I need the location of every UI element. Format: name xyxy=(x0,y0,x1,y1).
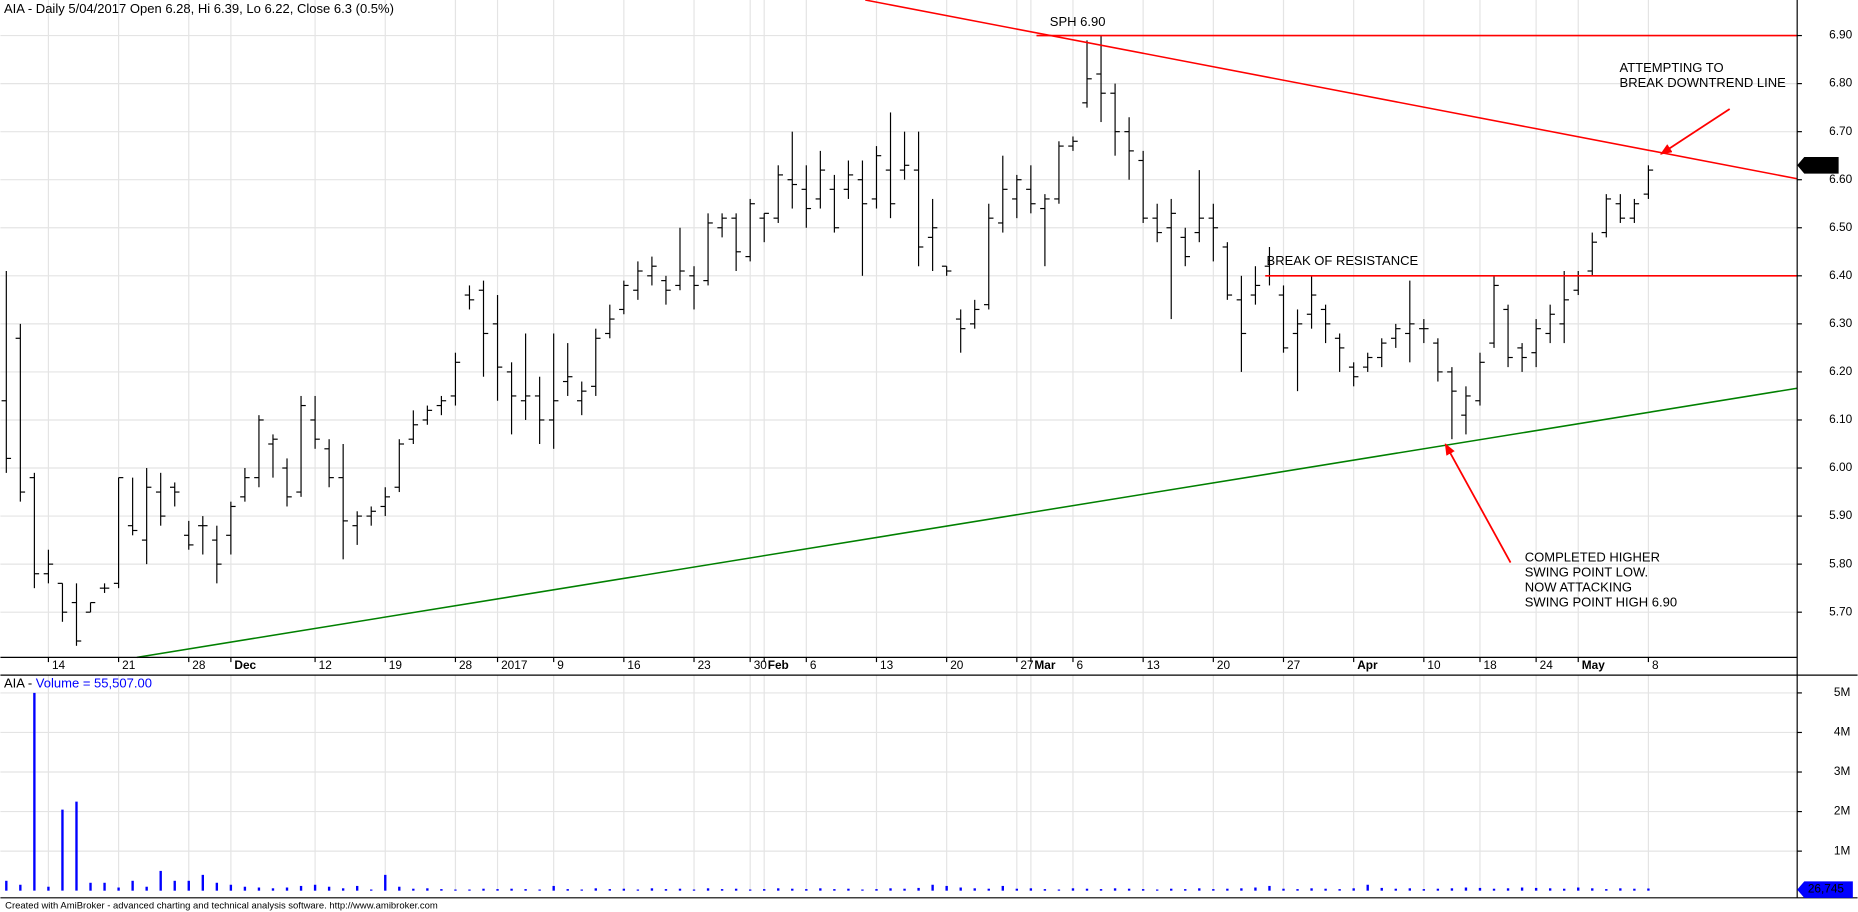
x-tick-label: 30 xyxy=(754,658,768,672)
y-tick-label: 2M xyxy=(1834,804,1850,818)
last-price-box xyxy=(1797,157,1839,174)
x-tick-label: 10 xyxy=(1427,658,1441,672)
x-tick-label: 13 xyxy=(1147,658,1161,672)
x-tick-label: 14 xyxy=(52,658,66,672)
y-tick-label: 6.70 xyxy=(1829,124,1852,138)
last-volume-box xyxy=(1797,881,1853,898)
x-tick-label: 18 xyxy=(1484,658,1498,672)
annotation: SPH 6.90 xyxy=(1050,14,1106,29)
y-tick-label: 6.80 xyxy=(1829,76,1852,90)
x-tick-label: 19 xyxy=(389,658,403,672)
annotation: BREAK OF RESISTANCE xyxy=(1267,253,1419,268)
x-tick-label: 28 xyxy=(459,658,473,672)
y-tick-label: 1M xyxy=(1834,843,1850,857)
x-tick-label: 28 xyxy=(192,658,206,672)
volume-label: Volume = 55,507.00 xyxy=(36,676,152,691)
y-tick-label: 5.80 xyxy=(1829,556,1852,570)
y-tick-label: 6.30 xyxy=(1829,316,1852,330)
x-tick-label: 13 xyxy=(880,658,894,672)
trend-line xyxy=(865,0,1798,180)
y-tick-label: 6.60 xyxy=(1829,172,1852,186)
x-tick-label: 20 xyxy=(950,658,964,672)
x-tick-label: 27 xyxy=(1287,658,1300,672)
x-tick-label: 8 xyxy=(1652,658,1659,672)
annotation: BREAK DOWNTREND LINE xyxy=(1620,75,1787,90)
y-tick-label: 4M xyxy=(1834,725,1850,739)
last-volume-label: 26,745 xyxy=(1808,882,1845,896)
y-tick-label: 6.10 xyxy=(1829,412,1852,426)
x-tick-label: 16 xyxy=(627,658,641,672)
y-tick-label: 6.40 xyxy=(1829,268,1852,282)
x-tick-label: Apr xyxy=(1357,658,1378,672)
x-tick-label: Mar xyxy=(1034,658,1055,672)
chart-title: AIA - Daily 5/04/2017 Open 6.28, Hi 6.39… xyxy=(4,1,394,16)
x-tick-label: 27 xyxy=(1020,658,1033,672)
y-tick-label: 6.90 xyxy=(1829,28,1852,42)
x-tick-label: 9 xyxy=(557,658,564,672)
annotation: SWING POINT HIGH 6.90 xyxy=(1525,594,1677,609)
x-tick-label: 12 xyxy=(319,658,332,672)
y-tick-label: 5.70 xyxy=(1829,604,1852,618)
last-price-label: 6.63 xyxy=(1808,157,1831,171)
arrow xyxy=(1659,108,1731,155)
x-tick-label: Feb xyxy=(768,658,789,672)
annotation: NOW ATTACKING xyxy=(1525,579,1632,594)
annotation: COMPLETED HIGHER xyxy=(1525,549,1660,564)
x-tick-label: 24 xyxy=(1540,658,1554,672)
x-tick-label: 21 xyxy=(122,658,135,672)
y-tick-label: 5.90 xyxy=(1829,508,1852,522)
y-tick-label: 6.00 xyxy=(1829,460,1852,474)
annotation: ATTEMPTING TO xyxy=(1620,60,1724,75)
x-tick-label: 2017 xyxy=(501,658,527,672)
annotation: SWING POINT LOW. xyxy=(1525,564,1648,579)
y-tick-label: 5M xyxy=(1834,685,1850,699)
grid xyxy=(0,0,1798,891)
volume-title: AIA - Volume = 55,507.00 xyxy=(4,676,152,691)
y-tick-label: 6.20 xyxy=(1829,364,1852,378)
x-tick-label: 6 xyxy=(810,658,817,672)
x-tick-label: Dec xyxy=(234,658,256,672)
x-tick-label: 20 xyxy=(1217,658,1231,672)
x-tick-label: May xyxy=(1582,658,1605,672)
x-tick-label: 6 xyxy=(1077,658,1084,672)
x-tick-label: 23 xyxy=(698,658,712,672)
y-tick-label: 6.50 xyxy=(1829,220,1852,234)
y-tick-label: 3M xyxy=(1834,764,1850,778)
trend-line xyxy=(136,387,1798,659)
volume-prefix: AIA - xyxy=(4,676,36,691)
arrow xyxy=(1444,443,1512,564)
footer: Created with AmiBroker - advanced charti… xyxy=(5,901,438,912)
marks xyxy=(1,0,1798,891)
